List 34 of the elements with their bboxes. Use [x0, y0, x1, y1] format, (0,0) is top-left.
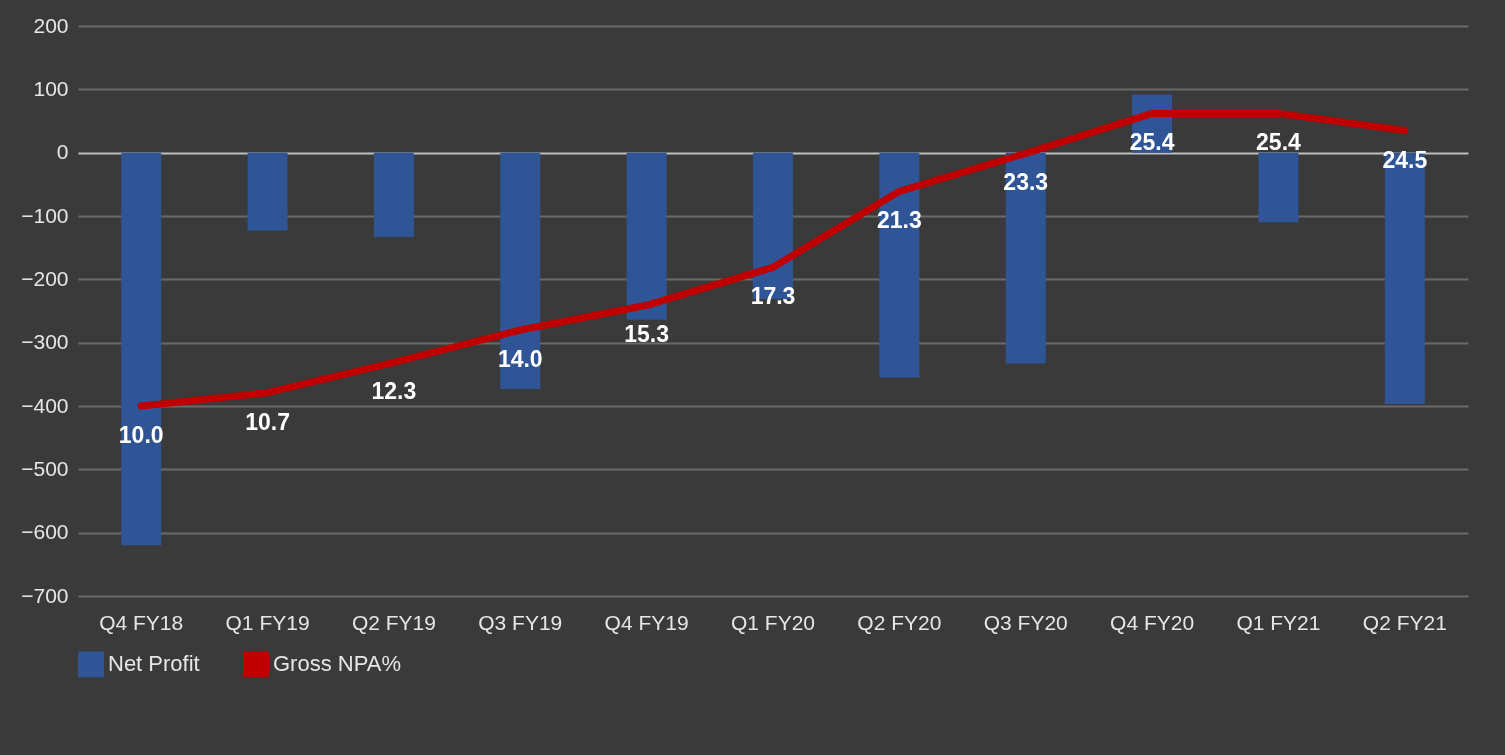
x-tick-label: Q4 FY18: [99, 610, 184, 634]
data-label: 12.3: [371, 378, 417, 405]
data-label: 10.0: [118, 422, 164, 448]
x-tick-label: Q4 FY20: [1110, 610, 1195, 634]
data-label: 17.3: [750, 283, 796, 310]
x-tick-label: Q1 FY20: [730, 610, 816, 634]
x-tick-label: Q4 FY19: [604, 610, 689, 634]
data-label: 10.7: [245, 408, 290, 435]
x-tick-label: Q3 FY20: [983, 610, 1068, 634]
x-tick-label: Q2 FY19: [351, 610, 436, 634]
y-tick-label: −100: [21, 203, 69, 227]
data-label: 25.4: [1256, 129, 1302, 156]
y-tick-label: −400: [21, 393, 69, 417]
x-tick-label: Q3 FY19: [478, 610, 563, 634]
data-label: 15.3: [624, 321, 670, 348]
data-label: 23.3: [1003, 169, 1049, 196]
y-tick-label: 200: [33, 13, 69, 37]
data-label: 25.4: [1129, 129, 1175, 156]
x-tick-label: Q1 FY21: [1236, 610, 1321, 634]
y-tick-label: 0: [56, 140, 69, 164]
y-tick-label: −300: [21, 330, 69, 354]
y-tick-label: 100: [33, 76, 69, 100]
x-tick-label: Q1 FY19: [225, 610, 310, 634]
data-label: 24.5: [1382, 146, 1428, 173]
x-tick-label: Q2 FY20: [857, 610, 942, 634]
y-tick-label: −600: [21, 520, 69, 544]
y-tick-label: −200: [21, 266, 69, 290]
x-tick-label: Q2 FY21: [1362, 610, 1447, 634]
data-label: 21.3: [876, 207, 922, 234]
data-label: 14.0: [497, 346, 543, 372]
y-tick-label: −500: [21, 456, 69, 480]
legend-label: Net Profit: [108, 651, 200, 677]
y-tick-label: −700: [21, 583, 69, 607]
legend-label: Gross NPA%: [273, 651, 401, 677]
